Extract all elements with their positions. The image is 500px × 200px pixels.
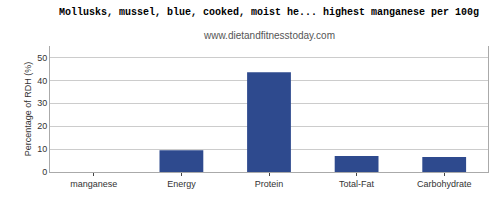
svg-text:www.dietandfitnesstoday.com: www.dietandfitnesstoday.com [203,30,335,41]
svg-text:Total-Fat: Total-Fat [339,179,375,189]
svg-text:Mollusks, mussel, blue, cooked: Mollusks, mussel, blue, cooked, moist he… [59,7,479,18]
svg-text:Energy: Energy [167,179,196,189]
svg-text:Protein: Protein [255,179,284,189]
svg-text:40: 40 [37,76,47,86]
svg-text:0: 0 [42,167,47,177]
svg-text:Percentage of RDH (%): Percentage of RDH (%) [23,62,33,157]
svg-text:manganese: manganese [70,179,117,189]
svg-text:20: 20 [37,121,47,131]
svg-text:10: 10 [37,144,47,154]
svg-text:50: 50 [37,53,47,63]
svg-text:30: 30 [37,98,47,108]
svg-text:Carbohydrate: Carbohydrate [417,179,472,189]
